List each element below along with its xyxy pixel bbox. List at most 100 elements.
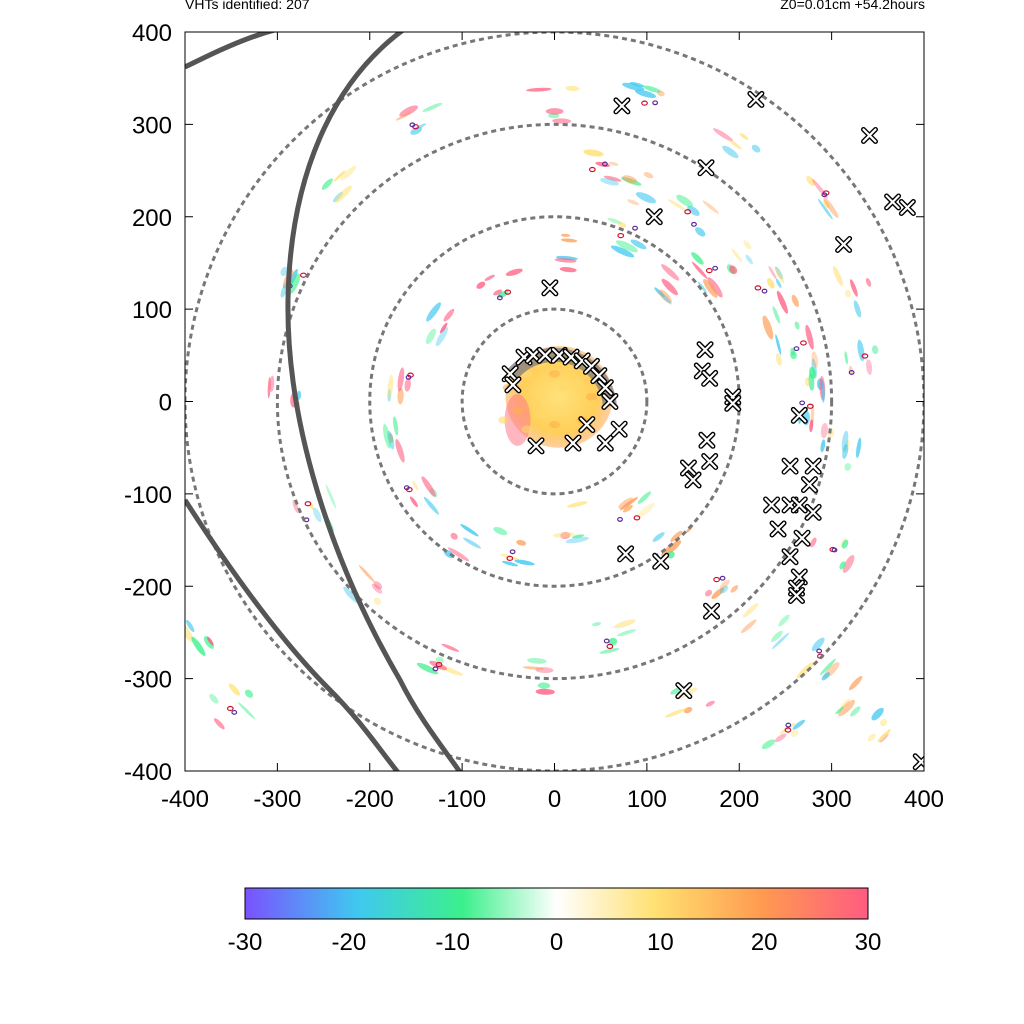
field-cell (522, 666, 544, 670)
field-cell (643, 85, 662, 93)
field-cell (865, 277, 872, 287)
field-cell (877, 729, 891, 743)
colorbar-tick-label: -10 (435, 929, 470, 956)
vht-marker (613, 97, 631, 115)
contour-purple (831, 547, 838, 553)
contour-purple (691, 221, 697, 227)
field-cell (397, 387, 404, 405)
vht-marker-fill (698, 160, 714, 175)
field-cell (772, 306, 781, 324)
core-cell (585, 393, 597, 401)
field-cell (635, 192, 656, 204)
field-cell (809, 537, 817, 548)
contour-purple (712, 265, 719, 271)
field-cell (493, 289, 503, 296)
core-cell (548, 370, 561, 378)
vht-marker (527, 437, 545, 455)
y-tick-label: 100 (132, 297, 172, 324)
field-cell (809, 366, 816, 380)
x-tick-label: 100 (627, 786, 667, 813)
field-cell (600, 177, 619, 186)
y-tick-label: 200 (132, 205, 172, 232)
range-ring (460, 307, 649, 496)
contour-red (806, 403, 814, 409)
vht-marker-fill (602, 394, 618, 409)
vht-marker-fill (836, 237, 851, 252)
vht-marker (596, 434, 614, 452)
vht-marker (679, 459, 697, 477)
field-cell (422, 102, 443, 112)
field-cell (493, 526, 508, 536)
track-lines (185, 32, 463, 771)
vht-marker-fill (526, 348, 541, 363)
colorbar-tick-label: -20 (331, 929, 366, 956)
field-cell (404, 378, 411, 392)
field-cell (610, 245, 635, 258)
vht-marker (724, 394, 742, 412)
vht-marker-fill (575, 353, 590, 368)
field-cell (629, 82, 645, 88)
vht-marker-fill (806, 459, 821, 474)
field-cell (559, 267, 577, 273)
field-cell (643, 172, 654, 179)
core-cell (548, 420, 561, 429)
vht-marker-fill (598, 435, 613, 451)
vht-marker (697, 159, 715, 177)
vht-marker-fill (542, 280, 557, 295)
field-cell (280, 266, 289, 277)
field-cell (637, 491, 652, 504)
y-tick-label: 400 (132, 20, 172, 47)
vht-marker (536, 346, 554, 364)
field-cell (661, 264, 680, 281)
field-cell (186, 619, 195, 633)
field-cell (527, 658, 547, 664)
core-cell (512, 407, 524, 415)
vht-marker (590, 367, 608, 385)
vht-marker-fill (505, 377, 521, 392)
field-cell (387, 388, 392, 402)
field-cell (775, 334, 782, 355)
field-cell (388, 432, 394, 443)
field-cell (343, 586, 360, 604)
field-cell (842, 555, 855, 573)
contour-purple (816, 648, 823, 654)
y-tick-label: -200 (124, 574, 172, 601)
field-cell (817, 198, 833, 220)
field-cell (622, 175, 638, 184)
vht-marker-fill (792, 497, 807, 513)
field-cell (312, 507, 322, 523)
contour-red (588, 166, 596, 173)
field-cell (383, 423, 391, 449)
field-cell (623, 505, 633, 513)
field-cell (660, 292, 672, 305)
field-cell (397, 367, 405, 392)
vht-marker (524, 346, 542, 364)
field-cell (288, 273, 301, 294)
field-cell (775, 353, 782, 366)
vht-marker-fill (782, 459, 798, 474)
field-cell (440, 322, 448, 334)
colorbar-gradient (244, 887, 869, 920)
field-cell (805, 377, 810, 387)
field-cell (613, 619, 636, 629)
vht-marker-fill (789, 588, 804, 603)
field-cell (560, 233, 571, 237)
x-tick-label: -300 (253, 786, 301, 813)
vht-marker (701, 369, 719, 387)
colorbar-tick-label: 30 (855, 929, 882, 956)
field-cell (267, 376, 271, 399)
field-cell (567, 501, 588, 508)
field-cell (334, 185, 352, 203)
y-tick-label: 0 (159, 390, 172, 417)
vht-marker-fill (900, 200, 915, 215)
field-cell (516, 539, 527, 546)
field-cell (820, 380, 825, 403)
field-cell (656, 90, 665, 97)
field-cell (687, 205, 700, 216)
field-cell (565, 536, 589, 544)
field-cell (484, 274, 495, 281)
track-line-2 (285, 32, 463, 771)
field-cell (741, 619, 757, 634)
field-cell (796, 661, 815, 679)
field-cell (505, 268, 523, 277)
